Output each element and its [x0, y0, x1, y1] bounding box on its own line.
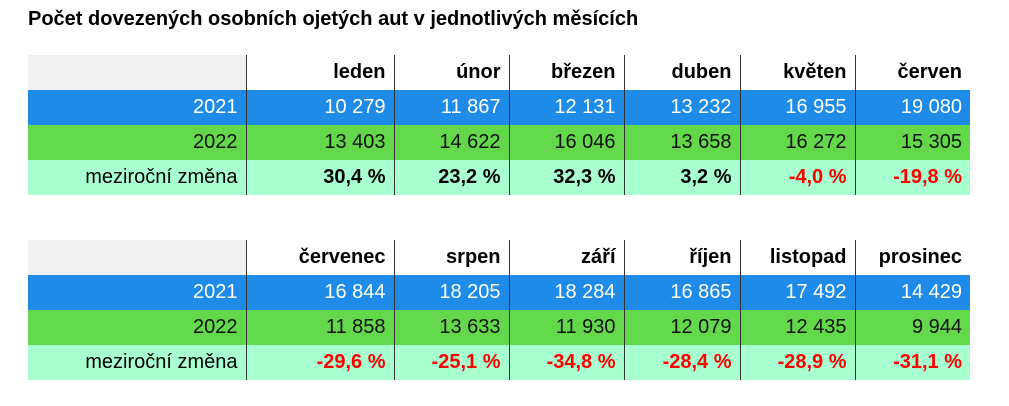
month-header: září: [508, 240, 624, 275]
value-cell: -25,1 %: [393, 345, 509, 380]
value-cell: 12 435: [739, 310, 855, 345]
row-label: 2022: [28, 125, 246, 160]
value-cell: 12 079: [623, 310, 740, 345]
value-cell: 19 080: [854, 90, 970, 125]
value-cell: 23,2 %: [393, 160, 509, 195]
value-cell: 17 492: [739, 275, 855, 310]
corner-cell: [28, 240, 246, 275]
month-header: červenec: [245, 240, 394, 275]
value-cell: 12 131: [508, 90, 624, 125]
corner-cell: [28, 55, 246, 90]
row-label: meziroční změna: [28, 345, 246, 380]
data-row: meziroční změna -29,6 % -25,1 % -34,8 % -28,…: [28, 345, 970, 380]
data-row: meziroční změna 30,4 % 23,2 % 32,3 % 3,2 % -4…: [28, 160, 970, 195]
value-cell: 16 046: [508, 125, 624, 160]
value-cell: 3,2 %: [623, 160, 740, 195]
value-cell: 16 955: [739, 90, 855, 125]
value-cell: 13 232: [623, 90, 740, 125]
value-cell: 32,3 %: [508, 160, 624, 195]
row-label: 2022: [28, 310, 246, 345]
monthly-table: leden únor březen duben květen červen 2021 10 2…: [28, 55, 970, 195]
value-cell: -28,4 %: [623, 345, 740, 380]
value-cell: 10 279: [245, 90, 394, 125]
value-cell: 16 865: [623, 275, 740, 310]
value-cell: 11 930: [508, 310, 624, 345]
month-header: březen: [508, 55, 624, 90]
data-row: 2022 11 858 13 633 11 930 12 079 12 435 9 944: [28, 310, 970, 345]
value-cell: 13 633: [393, 310, 509, 345]
value-cell: -4,0 %: [739, 160, 855, 195]
value-cell: 18 284: [508, 275, 624, 310]
header-row: leden únor březen duben květen červen: [28, 55, 970, 90]
data-row: 2021 16 844 18 205 18 284 16 865 17 492 14 429: [28, 275, 970, 310]
row-label: 2021: [28, 90, 246, 125]
data-row: 2021 10 279 11 867 12 131 13 232 16 955 19 080: [28, 90, 970, 125]
value-cell: 14 622: [393, 125, 509, 160]
row-label: 2021: [28, 275, 246, 310]
month-header: duben: [623, 55, 740, 90]
value-cell: 14 429: [854, 275, 970, 310]
data-row: 2022 13 403 14 622 16 046 13 658 16 272 15 305: [28, 125, 970, 160]
value-cell: -34,8 %: [508, 345, 624, 380]
month-header: říjen: [623, 240, 740, 275]
title: Počet dovezených osobních ojetých aut v …: [28, 8, 639, 30]
month-header: červen: [854, 55, 970, 90]
value-cell: -28,9 %: [739, 345, 855, 380]
value-cell: -29,6 %: [245, 345, 394, 380]
month-header: únor: [393, 55, 509, 90]
value-cell: 13 658: [623, 125, 740, 160]
value-cell: 11 858: [245, 310, 394, 345]
value-cell: 15 305: [854, 125, 970, 160]
value-cell: 16 844: [245, 275, 394, 310]
value-cell: -19,8 %: [854, 160, 970, 195]
monthly-table: červenec srpen září říjen listopad prosinec 20…: [28, 240, 970, 380]
month-header: květen: [739, 55, 855, 90]
value-cell: 13 403: [245, 125, 394, 160]
month-header: listopad: [739, 240, 855, 275]
row-label: meziroční změna: [28, 160, 246, 195]
value-cell: 30,4 %: [245, 160, 394, 195]
value-cell: -31,1 %: [854, 345, 970, 380]
value-cell: 16 272: [739, 125, 855, 160]
month-header: srpen: [393, 240, 509, 275]
value-cell: 9 944: [854, 310, 970, 345]
month-header: leden: [245, 55, 394, 90]
value-cell: 18 205: [393, 275, 509, 310]
month-header: prosinec: [854, 240, 970, 275]
value-cell: 11 867: [393, 90, 509, 125]
header-row: červenec srpen září říjen listopad prosinec: [28, 240, 970, 275]
